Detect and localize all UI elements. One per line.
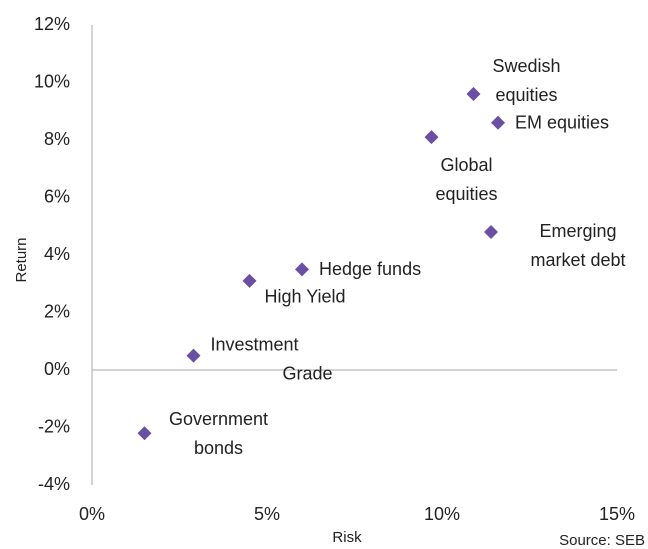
source: Source: SEB [559,532,645,549]
point [137,426,152,441]
point-label: market debt [530,250,625,270]
point-label: equities [435,184,497,204]
point-label: Grade [283,363,333,383]
y-tick-label: 4% [44,244,70,264]
point-label: EM equities [515,113,609,133]
y-tick-label: 6% [44,186,70,206]
y-tick-label: 10% [34,71,70,91]
y-tick-label: -2% [38,416,70,436]
point [186,348,201,363]
point [424,130,439,145]
y-axis-label: Return [13,237,30,282]
x-tick-label: 15% [599,504,635,524]
point-label: bonds [194,438,243,458]
y-tick-label: 0% [44,359,70,379]
y-tick-label: 12% [34,14,70,34]
point [484,225,498,239]
point-label: Government [169,409,268,429]
point-label: High Yield [265,287,346,307]
point [491,115,505,130]
point-label: Hedge funds [319,259,421,279]
y-tick-label: -4% [38,474,70,494]
point [295,262,309,277]
point-label: Global [440,155,492,175]
x-tick-label: 10% [424,504,460,524]
x-axis-label: Risk [332,529,362,546]
x-tick-label: 0% [79,504,105,524]
point-label: Swedish [492,56,560,76]
y-tick-label: 8% [44,129,70,149]
point-label: equities [495,85,557,105]
point [466,87,481,101]
x-tick-label: 5% [254,504,280,524]
point-label: Investment [211,334,299,354]
point-label: Emerging [539,221,616,241]
y-tick-label: 2% [44,301,70,321]
point [242,273,257,288]
